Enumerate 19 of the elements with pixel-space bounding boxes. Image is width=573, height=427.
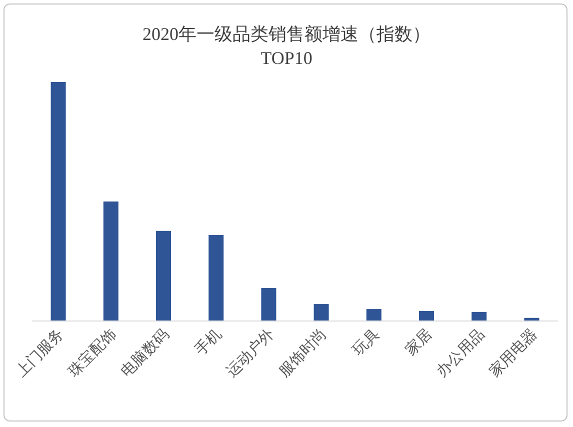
bar: [103, 202, 118, 321]
chart-title: 2020年一级品类销售额增速（指数）: [142, 24, 430, 44]
x-tick-label: 家用电器: [485, 325, 541, 380]
bar: [472, 312, 487, 321]
x-tick-label: 珠宝配饰: [64, 325, 120, 380]
x-tick-label: 办公用品: [432, 325, 488, 380]
x-tick-label: 电脑数码: [117, 325, 172, 380]
bar: [208, 234, 224, 321]
bar: [261, 288, 276, 321]
x-tick-label: 上门服务: [12, 325, 68, 380]
x-tick-label: 家居: [401, 325, 436, 360]
bar: [50, 82, 66, 321]
bar: [156, 230, 171, 321]
chart-subtitle: TOP10: [260, 48, 312, 68]
x-tick-label: 玩具: [348, 325, 383, 360]
bar: [314, 304, 329, 321]
x-tick-label: 手机: [190, 325, 225, 360]
bar: [366, 309, 382, 321]
bar: [419, 310, 434, 321]
